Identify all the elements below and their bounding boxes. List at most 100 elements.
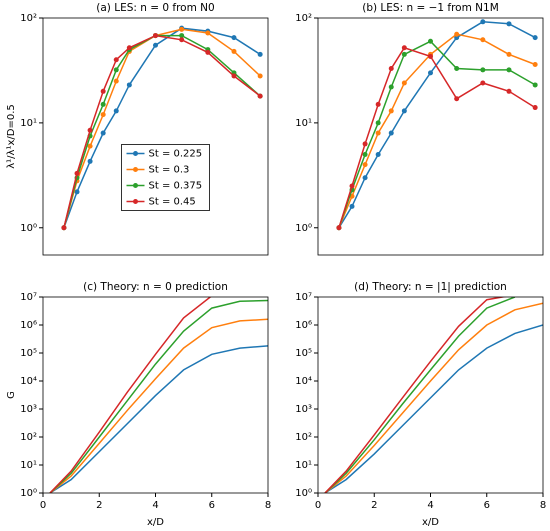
legend-marker — [133, 183, 138, 188]
panel: (a) LES: n = 0 from N0 10⁰ 10¹ 10² λ¹/λ¹x/D=… — [6, 2, 269, 256]
marker — [375, 151, 381, 157]
marker — [113, 67, 119, 73]
marker — [113, 108, 119, 114]
y-tick-label: 10⁵ — [295, 348, 312, 359]
plot-area — [324, 297, 543, 493]
marker — [74, 189, 80, 195]
marker — [506, 21, 512, 27]
marker — [375, 101, 381, 107]
y-tick-label: 10⁰ — [20, 223, 37, 234]
marker — [179, 26, 185, 32]
y-tick-label: 10³ — [20, 404, 37, 415]
panel: (c) Theory: n = 0 prediction 10⁰ 10¹ 10² 10³… — [6, 281, 271, 528]
panel-title: (a) LES: n = 0 from N0 — [96, 2, 214, 14]
x-tick-label: 8 — [265, 500, 271, 511]
marker — [428, 70, 433, 76]
marker — [336, 225, 342, 231]
series-line — [324, 297, 516, 493]
y-tick-label: 10⁶ — [20, 320, 37, 331]
marker — [362, 141, 368, 147]
legend-label: St = 0.375 — [149, 181, 203, 192]
series-line — [324, 324, 543, 493]
marker — [532, 62, 538, 68]
marker — [375, 120, 381, 126]
marker — [401, 45, 407, 51]
marker — [153, 33, 158, 39]
x-tick-label: 2 — [96, 500, 102, 511]
x-tick-label: 0 — [315, 500, 321, 511]
marker — [454, 66, 460, 72]
x-axis-label: x/D — [147, 517, 164, 528]
marker — [257, 93, 263, 99]
y-tick-label: 10⁰ — [20, 488, 37, 499]
marker — [480, 19, 486, 25]
legend-marker — [133, 167, 138, 172]
y-tick-label: 10² — [20, 13, 37, 24]
series-line — [49, 318, 268, 493]
marker — [179, 37, 185, 43]
marker — [454, 31, 460, 37]
y-tick-label: 10¹ — [20, 460, 37, 471]
marker — [179, 33, 185, 39]
marker — [401, 108, 407, 114]
marker — [388, 130, 394, 136]
plot-area — [336, 19, 538, 231]
y-tick-label: 10⁷ — [20, 292, 37, 303]
marker — [532, 35, 538, 41]
y-tick-label: 10¹ — [20, 118, 37, 129]
series-line — [338, 46, 536, 229]
plot-area — [49, 297, 268, 493]
marker — [100, 88, 106, 94]
x-tick-label: 8 — [540, 500, 546, 511]
marker — [100, 101, 106, 107]
marker — [126, 45, 132, 51]
marker — [113, 78, 119, 84]
marker — [100, 130, 106, 136]
marker — [362, 162, 368, 168]
x-tick-label: 6 — [484, 500, 490, 511]
marker — [61, 225, 67, 231]
series-line — [49, 297, 212, 493]
marker — [532, 105, 538, 111]
legend-marker — [133, 151, 138, 156]
legend: St = 0.225 St = 0.3 St = 0.375 St = 0.45 — [121, 144, 210, 211]
marker — [401, 80, 407, 86]
panel: (d) Theory: n = |1| prediction 10⁰ 10¹ 10² 1… — [295, 281, 546, 528]
legend-label: St = 0.225 — [149, 149, 203, 160]
marker — [388, 84, 394, 90]
axes-frame — [42, 296, 269, 494]
marker — [480, 67, 486, 73]
x-axis-label: x/D — [422, 517, 439, 528]
marker — [74, 170, 80, 176]
panel-title: (c) Theory: n = 0 prediction — [83, 281, 228, 293]
legend-label: St = 0.3 — [149, 165, 190, 176]
marker — [362, 175, 368, 181]
axes-frame — [317, 17, 544, 256]
marker — [349, 183, 355, 189]
marker — [480, 80, 486, 86]
marker — [87, 158, 93, 164]
marker — [257, 51, 263, 57]
y-tick-label: 10⁶ — [295, 320, 312, 331]
marker — [506, 88, 512, 94]
axes-frame — [42, 17, 269, 256]
y-tick-label: 10⁵ — [20, 348, 37, 359]
series-line — [324, 302, 543, 493]
legend-label: St = 0.45 — [149, 197, 196, 208]
y-axis-label: G — [6, 391, 17, 399]
marker — [205, 49, 211, 55]
y-tick-label: 10² — [295, 13, 312, 24]
marker — [388, 108, 394, 114]
marker — [349, 203, 355, 209]
x-tick-label: 4 — [427, 500, 433, 511]
y-tick-label: 10² — [295, 432, 312, 443]
marker — [388, 66, 394, 72]
y-tick-label: 10⁴ — [20, 376, 37, 387]
y-tick-label: 10⁴ — [295, 376, 312, 387]
marker — [454, 96, 460, 102]
y-tick-label: 10¹ — [295, 460, 312, 471]
series-line — [49, 345, 268, 493]
marker — [532, 82, 538, 88]
y-tick-label: 10³ — [295, 404, 312, 415]
